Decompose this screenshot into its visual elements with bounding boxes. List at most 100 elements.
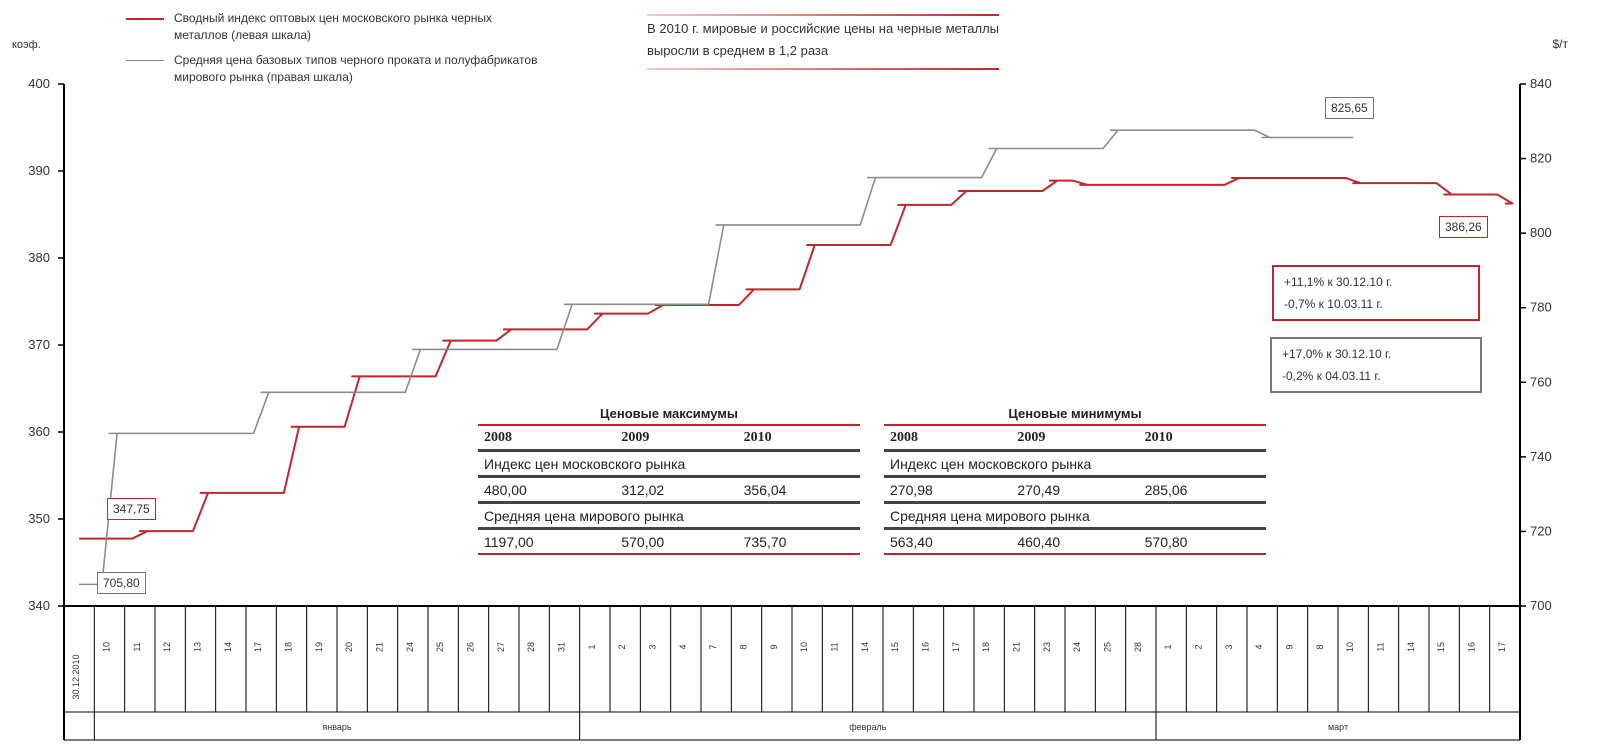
right-axis-tick-label: 700	[1530, 598, 1552, 613]
x-tick-label: 3	[1224, 644, 1234, 649]
month-label: февраль	[849, 722, 886, 732]
x-tick-label: 28	[1133, 642, 1143, 652]
x-tick-label: 15	[890, 642, 900, 652]
x-tick-label: 20	[344, 642, 354, 652]
maxima-index-label: Индекс цен московского рынка	[478, 450, 860, 478]
left-axis-tick-label: 380	[28, 250, 50, 265]
maxima-index-value: 356,04	[737, 476, 860, 504]
maxima-years-row: 2008 2009 2010	[478, 425, 860, 452]
x-tick-label: 21	[1012, 642, 1022, 652]
right-axis-tick-label: 720	[1530, 523, 1552, 538]
x-tick-label: 24	[1072, 642, 1082, 652]
minima-world-label: Средняя цена мирового рынка	[884, 502, 1266, 530]
legend-swatch-red	[126, 18, 164, 20]
right-axis-tick-label: 780	[1530, 300, 1552, 315]
legend-label-gray: Средняя цена базовых типов черного прока…	[174, 53, 538, 84]
left-axis-tick-label: 360	[28, 424, 50, 439]
x-tick-label: 9	[1285, 644, 1295, 649]
minima-year: 2008	[884, 425, 1012, 452]
x-tick-label: 7	[708, 644, 718, 649]
minima-title: Ценовые минимумы	[884, 401, 1266, 426]
maxima-index-label-row: Индекс цен московского рынка	[478, 450, 860, 478]
maxima-year: 2010	[737, 425, 860, 452]
x-tick-label: 18	[284, 642, 294, 652]
x-tick-label: 25	[435, 642, 445, 652]
x-tick-label: 2	[1194, 644, 1204, 649]
maxima-year: 2008	[478, 425, 616, 452]
x-tick-label: 28	[526, 642, 536, 652]
left-axis-tick-label: 370	[28, 337, 50, 352]
chart-legend: Сводный индекс оптовых цен московского р…	[126, 10, 544, 94]
maxima-index-value: 480,00	[478, 476, 616, 504]
right-axis-tick-label: 740	[1530, 449, 1552, 464]
gray-start-value-box: 705,80	[97, 572, 146, 594]
maxima-title: Ценовые максимумы	[478, 401, 860, 426]
series-layer	[79, 129, 1514, 586]
x-tick-label: 12	[162, 642, 172, 652]
x-tick-label: 27	[496, 642, 506, 652]
x-tick-label: 25	[1103, 642, 1113, 652]
minima-index-value: 270,49	[1011, 476, 1139, 504]
legend-item-red: Сводный индекс оптовых цен московского р…	[126, 10, 544, 44]
minima-year: 2010	[1138, 425, 1266, 452]
red-end-value-box: 386,26	[1439, 216, 1488, 238]
x-tick-label: 18	[981, 642, 991, 652]
x-tick-label: 17	[951, 642, 961, 652]
x-tick-label: 10	[799, 642, 809, 652]
note-rule-top	[647, 14, 999, 16]
legend-swatch-gray	[126, 60, 164, 61]
x-tick-label: 16	[921, 642, 931, 652]
x-tick-label: 17	[1497, 642, 1507, 652]
x-tick-label: 1	[587, 644, 597, 649]
red-change-line-1: +11,1% к 30.12.10 г.	[1284, 275, 1393, 289]
minima-index-value: 270,98	[884, 476, 1012, 504]
x-tick-label: 8	[739, 644, 749, 649]
series-line-world-price	[79, 129, 1354, 586]
right-axis-tick-label: 820	[1530, 151, 1552, 166]
left-axis-tick-label: 350	[28, 511, 50, 526]
gray-change-line-2: -0,2% к 04.03.11 г.	[1282, 369, 1381, 383]
legend-label-red: Сводный индекс оптовых цен московского р…	[174, 11, 492, 42]
x-tick-label: 24	[405, 642, 415, 652]
minima-index-value: 285,06	[1138, 476, 1266, 504]
x-tick-label: 14	[223, 642, 233, 652]
price-maxima-table: Ценовые максимумы 2008 2009 2010 Индекс …	[478, 401, 860, 555]
x-tick-label: 10	[102, 642, 112, 652]
x-tick-label: 19	[314, 642, 324, 652]
minima-world-value: 563,40	[884, 528, 1012, 555]
x-tick-label: 2	[617, 644, 627, 649]
minima-index-label-row: Индекс цен московского рынка	[884, 450, 1266, 478]
summary-note: В 2010 г. мировые и российские цены на ч…	[647, 14, 999, 70]
x-tick-label: 14	[860, 642, 870, 652]
right-axis-tick-label: 760	[1530, 374, 1552, 389]
x-tick-label: 8	[1315, 644, 1325, 649]
x-tick-label: 26	[466, 642, 476, 652]
red-change-line-2: -0,7% к 10.03.11 г.	[1284, 297, 1383, 311]
x-tick-label: 15	[1436, 642, 1446, 652]
month-label: январь	[322, 722, 352, 732]
minima-year: 2009	[1011, 425, 1139, 452]
gray-change-box: +17,0% к 30.12.10 г. -0,2% к 04.03.11 г.	[1270, 337, 1482, 393]
x-tick-label: 21	[375, 642, 385, 652]
maxima-year: 2009	[615, 425, 738, 452]
x-tick-label: 11	[1376, 642, 1386, 651]
gray-change-line-1: +17,0% к 30.12.10 г.	[1282, 347, 1392, 361]
minima-years-row: 2008 2009 2010	[884, 425, 1266, 452]
axes-layer: 3403503603703803904007007207407607808008…	[28, 76, 1552, 741]
maxima-world-value: 1197,00	[478, 528, 616, 555]
x-tick-label: 17	[253, 642, 263, 652]
x-tick-label: 13	[193, 642, 203, 652]
x-tick-label: 10	[1345, 642, 1355, 652]
x-tick-label: 11	[830, 642, 840, 651]
series-line-moscow-index	[79, 176, 1514, 540]
x-tick-label: 4	[678, 644, 688, 649]
x-tick-label: 4	[1254, 644, 1264, 649]
x-tick-label: 11	[132, 642, 142, 651]
red-change-box: +11,1% к 30.12.10 г. -0,7% к 10.03.11 г.	[1272, 265, 1480, 321]
maxima-world-values-row: 1197,00 570,00 735,70	[478, 528, 860, 555]
minima-world-value: 570,80	[1138, 528, 1266, 555]
red-start-value-box: 347,75	[107, 498, 156, 520]
maxima-world-value: 570,00	[615, 528, 738, 555]
minima-world-label-row: Средняя цена мирового рынка	[884, 502, 1266, 530]
